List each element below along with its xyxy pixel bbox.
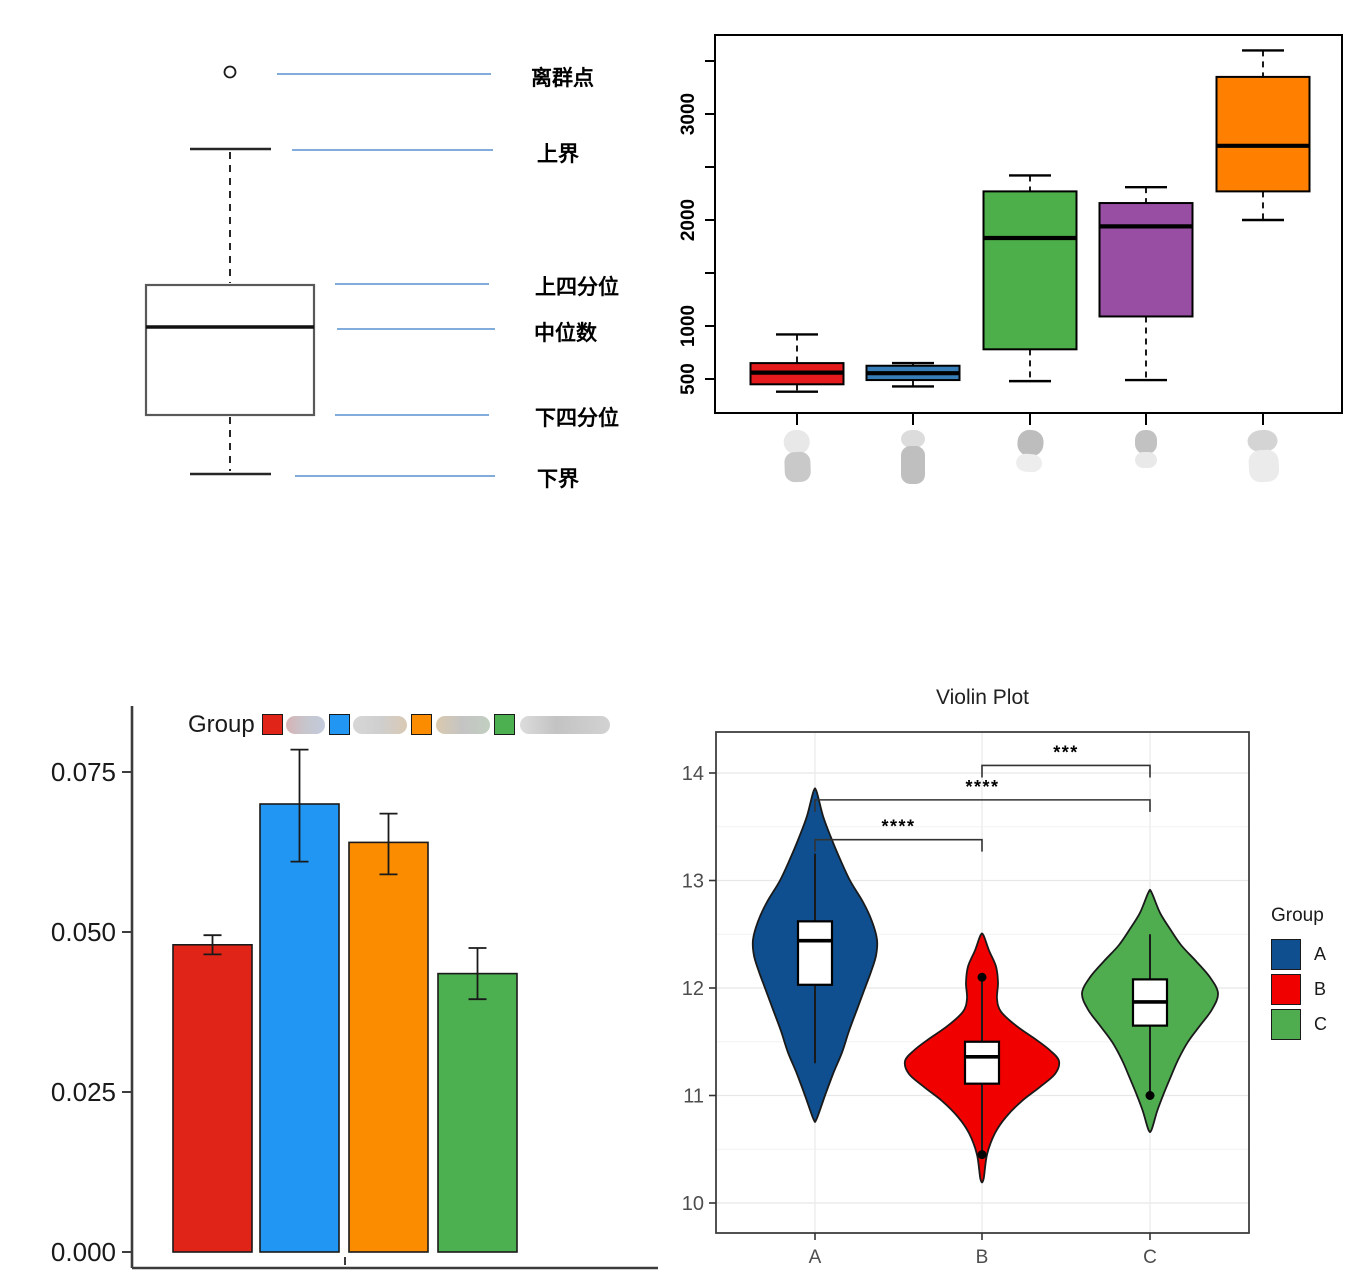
violin-A: [751, 787, 879, 1124]
iqr-box: [144, 283, 316, 417]
bar-legend-swatch-3: [410, 714, 432, 735]
y-tick-label: 500: [678, 363, 699, 395]
label-upper-quartile: 上四分位: [535, 276, 619, 299]
grouped-boxplot-region: 500 1000 2000 3000: [678, 0, 1360, 520]
redacted-x-label: [1135, 430, 1157, 468]
bar-legend-swatch-4: [493, 714, 515, 735]
box-series-1: [865, 361, 961, 388]
y-tick-label: 0.050: [51, 917, 116, 947]
violin-legend-label-A: A: [1314, 944, 1327, 964]
violin-legend-label-C: C: [1314, 1014, 1327, 1034]
y-tick-label: 14: [682, 763, 704, 785]
outlier-point: [223, 65, 237, 79]
violin-plot-title: Violin Plot: [935, 686, 1029, 709]
redacted-legend-label: [285, 716, 325, 734]
x-tick-label: A: [809, 1247, 822, 1268]
bar-chart-figure: 0.000 0.025 0.050 0.075: [51, 706, 658, 1270]
violin-legend-swatch-A: [1271, 939, 1301, 970]
box-series-2: [982, 174, 1078, 383]
box-series-0: [749, 333, 845, 393]
box: [1098, 202, 1194, 318]
y-tick-label: 10: [682, 1193, 704, 1215]
inner-box: [963, 1040, 1001, 1085]
violin-legend-item-B: B: [1271, 972, 1327, 1007]
outlier-point: [977, 1150, 987, 1160]
significance-stars: ****: [881, 817, 915, 837]
violin-legend: Group A B C: [1271, 905, 1327, 1042]
violin-legend-swatch-C: [1271, 1009, 1301, 1040]
bar: [259, 803, 340, 1253]
redacted-x-label: [783, 429, 811, 483]
plot-panel-border: [714, 34, 1343, 414]
significance-bracket: [981, 764, 1151, 778]
redacted-x-label: [1016, 429, 1044, 473]
y-tick-label: 0.025: [51, 1077, 116, 1107]
box: [1215, 75, 1311, 193]
inner-box: [796, 920, 834, 986]
significance-bracket: [814, 838, 983, 852]
redacted-x-label: [901, 430, 925, 484]
outlier-point: [1145, 1091, 1155, 1100]
bar-legend-swatch-1: [261, 714, 283, 735]
x-tick-label: C: [1143, 1247, 1157, 1268]
bar-series-1: [259, 748, 340, 1253]
y-tick-label: 11: [683, 1086, 704, 1108]
y-tick-label: 13: [682, 871, 704, 893]
bar-series-2: [348, 812, 429, 1253]
significance-stars: ****: [965, 777, 999, 797]
bar-legend-title: Group: [188, 711, 255, 738]
violin-legend-item-C: C: [1271, 1007, 1327, 1042]
bar: [348, 841, 429, 1253]
bar-chart-legend: Group: [188, 712, 610, 738]
label-upper-bound: 上界: [537, 143, 579, 166]
box-series-4: [1215, 49, 1311, 222]
redacted-legend-label: [352, 716, 407, 734]
y-tick-label: 3000: [678, 93, 699, 135]
violin-legend-swatch-B: [1271, 974, 1301, 1005]
outlier-point: [977, 972, 987, 982]
significance-bracket: [814, 799, 1151, 812]
bar-series-3: [437, 947, 518, 1253]
violin-C: [1081, 888, 1219, 1134]
violin-plot-region: 10 11 12 13 14 A B C **** **** ***: [680, 680, 1360, 1285]
boxplot-anatomy-figure: [144, 65, 495, 477]
y-tick-label: 0.075: [51, 757, 116, 787]
bar: [437, 972, 518, 1253]
violin-legend-item-A: A: [1271, 937, 1327, 972]
y-tick-label: 1000: [678, 305, 699, 347]
bar-chart-region: 0.000 0.025 0.050 0.075: [51, 680, 680, 1285]
bar: [172, 943, 253, 1253]
label-lower-bound: 下界: [537, 468, 579, 491]
violin-B: [903, 932, 1061, 1184]
redacted-legend-label: [519, 716, 610, 734]
redacted-legend-label: [435, 716, 490, 734]
y-tick-label: 0.000: [51, 1237, 116, 1267]
redacted-x-label: [1247, 429, 1280, 483]
y-tick-label: 2000: [678, 199, 699, 241]
grouped-boxplot-figure: 500 1000 2000 3000: [678, 34, 1343, 484]
label-median: 中位数: [534, 322, 597, 345]
box-series-3: [1098, 185, 1194, 382]
boxplot-anatomy-region: 离群点 上界 上四分位 中位数 下四分位 下界: [0, 0, 680, 560]
significance-stars: ***: [1053, 742, 1079, 762]
violin-legend-label-B: B: [1314, 979, 1327, 999]
box: [982, 190, 1078, 351]
label-outlier: 离群点: [531, 67, 594, 90]
y-tick-label: 12: [682, 978, 704, 1000]
bar-series-0: [172, 934, 253, 1253]
bar-legend-swatch-2: [328, 714, 350, 735]
x-tick-label: B: [976, 1247, 989, 1268]
label-lower-quartile: 下四分位: [535, 407, 619, 430]
violin-legend-title: Group: [1271, 905, 1324, 926]
